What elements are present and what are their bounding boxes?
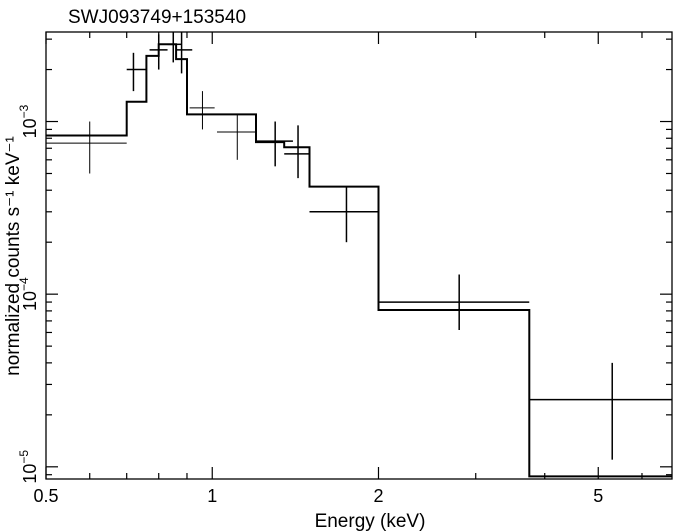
y-tick-label: 10−5	[17, 450, 40, 484]
chart-title: SWJ093749+153540	[68, 7, 246, 28]
x-tick-label: 0.5	[33, 486, 58, 506]
y-axis-label: normalized counts s⁻¹ keV⁻¹	[3, 136, 24, 376]
x-tick-label: 5	[593, 486, 603, 506]
x-tick-label: 1	[207, 486, 217, 506]
x-axis-label: Energy (keV)	[315, 511, 426, 532]
x-tick-label: 2	[373, 486, 383, 506]
model-step-line	[46, 43, 672, 478]
y-tick-label: 10−3	[17, 104, 40, 138]
plot-area: 0.5 1 2 5 10−3 10−4 10−5	[17, 31, 673, 506]
y-tick-label: 10−4	[17, 277, 40, 311]
plot-frame	[45, 31, 673, 480]
